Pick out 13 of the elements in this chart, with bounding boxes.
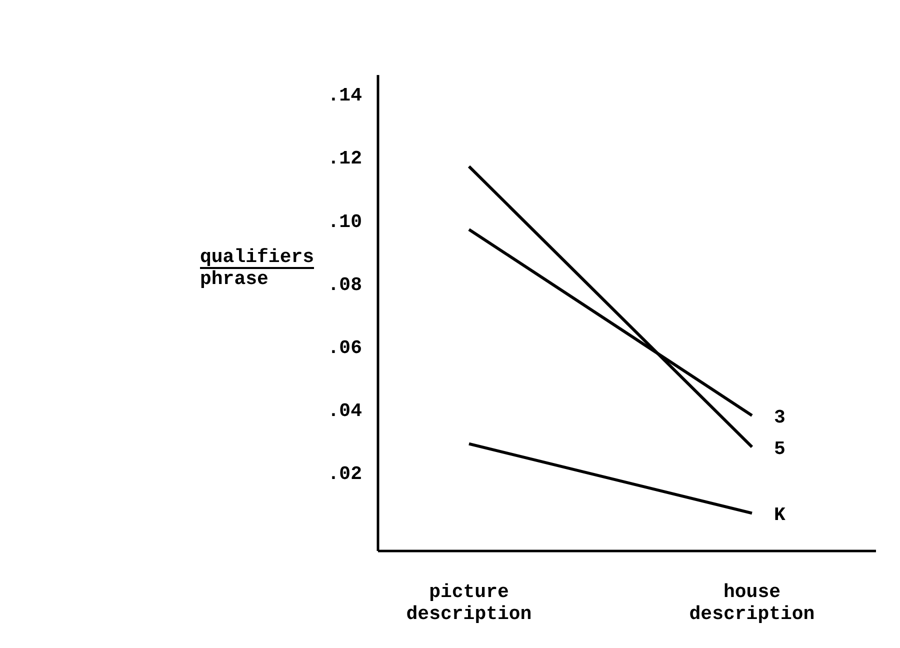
y-tick-label: .04 bbox=[328, 400, 362, 422]
y-axis-title: qualifiers phrase bbox=[200, 246, 314, 290]
x-tick-label: house description bbox=[689, 581, 815, 625]
y-tick-label: .08 bbox=[328, 274, 362, 296]
series-label: 5 bbox=[774, 438, 786, 460]
y-tick-label: .14 bbox=[328, 84, 362, 107]
y-tick-label: .12 bbox=[328, 148, 362, 170]
y-tick-label: .10 bbox=[328, 210, 362, 233]
series-label: K bbox=[774, 504, 786, 526]
series-label: 3 bbox=[774, 406, 786, 428]
x-tick-label: picture description bbox=[406, 581, 532, 625]
y-tick-label: .06 bbox=[328, 336, 362, 359]
y-tick-label: .02 bbox=[328, 462, 362, 485]
